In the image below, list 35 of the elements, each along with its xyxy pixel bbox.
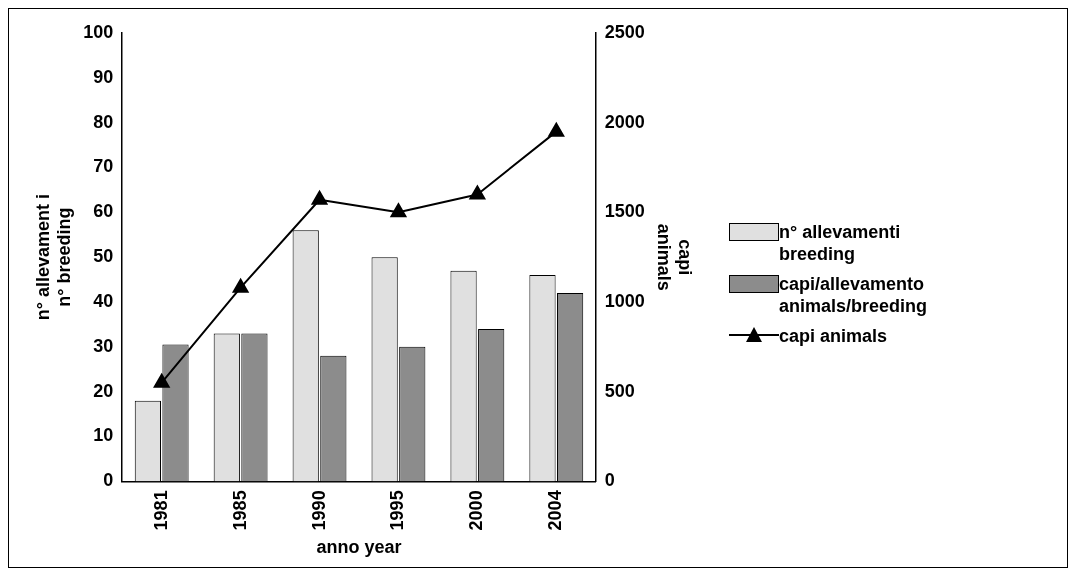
y-tick-label: 100: [83, 21, 114, 42]
y-tick-label: 10: [93, 425, 114, 446]
y2-tick-label: 1000: [604, 290, 645, 311]
point: [548, 122, 565, 137]
x-tick-label: 2000: [466, 490, 487, 531]
x-tick-label: 2004: [545, 490, 566, 531]
y-axis-title: n° allevament i n° breeding: [32, 194, 75, 321]
y-tick-label: 30: [93, 335, 114, 356]
x-axis-title: anno year: [316, 537, 402, 558]
y-tick-label: 0: [103, 470, 114, 491]
y2-tick-label: 2500: [604, 21, 645, 42]
y-tick-label: 60: [93, 201, 114, 222]
y-tick-label: 50: [93, 246, 114, 267]
y-tick-label: 40: [93, 290, 114, 311]
x-tick-label: 1985: [229, 490, 250, 531]
y2-tick-label: 2000: [604, 111, 645, 132]
y2-tick-label: 1500: [604, 201, 645, 222]
x-tick-label: 1995: [387, 490, 408, 531]
point: [232, 278, 249, 293]
y2-axis-title: capi animals: [653, 223, 696, 291]
y2-tick-label: 0: [604, 470, 615, 491]
x-tick-label: 1990: [308, 490, 329, 531]
point: [469, 185, 486, 200]
point: [311, 190, 328, 205]
y-tick-label: 20: [93, 380, 114, 401]
x-tick-label: 1981: [150, 490, 171, 531]
legend-label: n° allevamenti breeding: [779, 221, 901, 265]
y-tick-label: 90: [93, 66, 114, 87]
y-tick-label: 70: [93, 156, 114, 177]
legend-label: capi animals: [779, 325, 888, 347]
point: [153, 373, 170, 388]
y2-tick-label: 500: [604, 380, 635, 401]
point: [390, 203, 407, 218]
y-tick-label: 80: [93, 111, 114, 132]
legend-label: capi/allevamento animals/breeding: [779, 273, 928, 317]
